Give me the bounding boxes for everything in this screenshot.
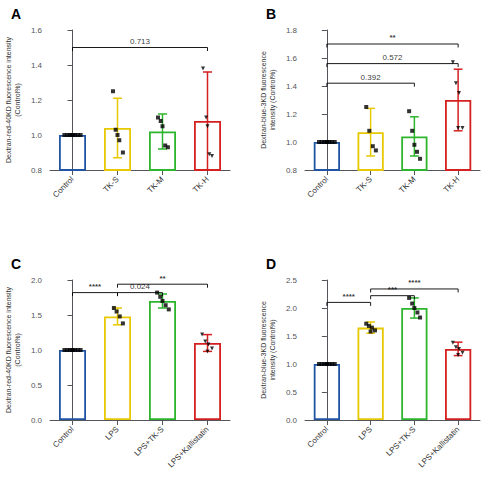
svg-text:Dextran-blue-3KD fluorescence: Dextran-blue-3KD fluorescence [260,51,267,149]
svg-text:1.2: 1.2 [286,110,298,119]
svg-text:1.4: 1.4 [286,82,298,91]
svg-text:Control: Control [305,425,330,450]
svg-text:1.4: 1.4 [31,61,43,70]
svg-text:0.392: 0.392 [361,73,382,82]
svg-text:intensity (Control%): intensity (Control%) [269,319,277,380]
svg-text:**: ** [389,33,396,42]
svg-text:0.572: 0.572 [382,53,403,62]
svg-text:D: D [266,256,276,272]
svg-text:LPS+Kallistatin: LPS+Kallistatin [417,425,462,470]
svg-text:0.0: 0.0 [286,416,298,425]
svg-text:Control: Control [305,175,330,200]
svg-text:1.0: 1.0 [286,138,298,147]
svg-text:TK-S: TK-S [101,175,120,194]
svg-text:****: **** [408,278,421,287]
svg-text:Dextran-blue-3KD fluorescence: Dextran-blue-3KD fluorescence [260,301,267,399]
svg-text:Control: Control [51,175,76,200]
svg-text:1.6: 1.6 [31,26,43,35]
svg-text:2.5: 2.5 [286,276,298,285]
svg-text:TK-M: TK-M [397,175,417,195]
svg-text:A: A [11,6,21,22]
svg-text:Control: Control [51,425,76,450]
svg-text:B: B [266,6,276,22]
svg-text:1.6: 1.6 [286,54,298,63]
svg-text:0.5: 0.5 [286,388,298,397]
svg-text:intensity (Control%): intensity (Control%) [269,69,277,130]
svg-text:TK-M: TK-M [146,175,166,195]
svg-text:0.0: 0.0 [31,416,43,425]
svg-text:0.713: 0.713 [130,37,151,46]
svg-text:0.024: 0.024 [130,282,151,291]
svg-text:LPS: LPS [357,425,374,442]
svg-text:1.5: 1.5 [286,332,298,341]
svg-text:1.0: 1.0 [286,360,298,369]
svg-text:LPS+TK-S: LPS+TK-S [132,425,165,458]
svg-text:1.5: 1.5 [31,311,43,320]
svg-text:****: **** [343,292,356,301]
svg-text:LPS: LPS [104,425,121,442]
svg-text:1.0: 1.0 [31,131,43,140]
svg-text:(Control%): (Control%) [14,83,22,116]
svg-text:**: ** [159,274,166,283]
svg-text:2.0: 2.0 [286,304,298,313]
svg-text:***: *** [388,285,398,294]
svg-text:TK-H: TK-H [191,175,211,195]
svg-text:(Control%): (Control%) [14,333,22,366]
svg-text:1.0: 1.0 [31,346,43,355]
svg-text:LPS+TK-S: LPS+TK-S [384,425,417,458]
svg-text:1.2: 1.2 [31,96,43,105]
svg-text:LPS+Kallistatin: LPS+Kallistatin [166,425,211,470]
svg-text:TK-S: TK-S [355,175,374,194]
svg-text:Dextran-red-40KD fluorescence: Dextran-red-40KD fluorescence intensity [5,36,13,163]
svg-text:0.8: 0.8 [286,166,298,175]
svg-text:C: C [11,256,21,272]
svg-text:2.0: 2.0 [31,276,43,285]
svg-text:****: **** [89,282,102,291]
svg-text:0.8: 0.8 [31,166,43,175]
svg-text:1.8: 1.8 [286,26,298,35]
svg-text:Dextran-red-40KD fluorescence: Dextran-red-40KD fluorescence intensity [5,286,13,413]
svg-text:0.5: 0.5 [31,381,43,390]
svg-text:TK-H: TK-H [442,175,462,195]
